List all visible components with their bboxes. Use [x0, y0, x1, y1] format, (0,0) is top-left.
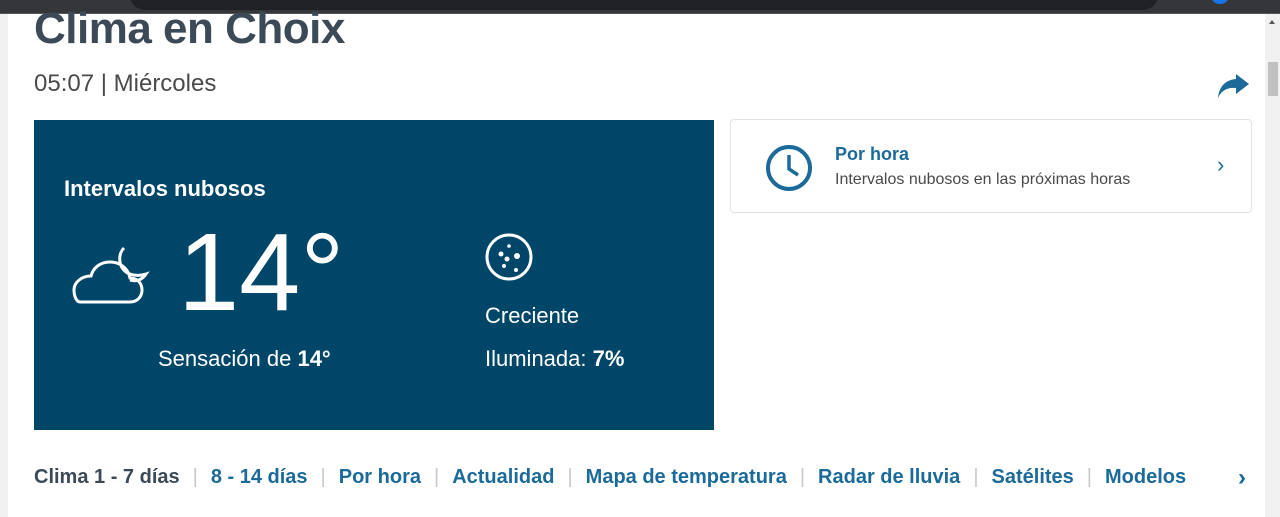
nav-separator: | [434, 466, 440, 488]
chevron-right-icon: › [1217, 152, 1225, 177]
cloud-moon-icon [72, 246, 150, 304]
nav-item[interactable]: Radar de lluvia [818, 466, 961, 488]
nav-separator: | [799, 466, 806, 488]
temperature: 14° [178, 211, 345, 334]
current-weather-card: Intervalos nubosos 14° Sensación de 14° … [34, 120, 714, 430]
moon-phase-icon [485, 233, 533, 281]
nav-separator: | [973, 466, 979, 488]
nav-item[interactable]: Por hora [338, 466, 421, 488]
nav-next-chevron-icon[interactable]: › [1238, 464, 1246, 491]
hourly-title: Por hora [835, 144, 910, 164]
page: Clima en Choix 05:07 | Miércoles Interva… [8, 4, 1265, 517]
section-nav: Clima 1 - 7 días | 8 - 14 días | Por hora | Ac… [34, 466, 1186, 489]
clock-icon [766, 145, 812, 191]
illum-value: 7% [592, 346, 625, 371]
time: 05:07 [34, 70, 95, 97]
separator: | [100, 70, 107, 97]
address-bar[interactable] [130, 0, 1158, 10]
illum-label: Iluminada: [485, 346, 587, 371]
date-line: 05:07 | Miércoles [34, 70, 216, 98]
nav-separator: | [320, 466, 326, 488]
hourly-link-card[interactable]: Por hora Intervalos nubosos en las próxi… [730, 119, 1252, 213]
page-title: Clima en Choix [34, 4, 345, 53]
share-icon[interactable] [1216, 72, 1250, 100]
weekday: Miércoles [113, 70, 217, 97]
hourly-subtitle: Intervalos nubosos en las próximas horas [835, 171, 1131, 188]
nav-separator: | [192, 466, 198, 488]
condition: Intervalos nubosos [64, 176, 266, 201]
nav-item[interactable]: Modelos [1104, 466, 1187, 488]
nav-item[interactable]: Actualidad [452, 466, 555, 488]
moon-phase: Creciente [485, 303, 580, 328]
moon-illumination: Iluminada: 7% [485, 346, 624, 372]
feels-value: 14° [297, 346, 331, 371]
nav-item[interactable]: 8 - 14 días [210, 466, 308, 488]
feels-like: Sensación de 14° [158, 346, 331, 372]
nav-separator: | [567, 466, 573, 488]
profile-icon[interactable] [1212, 0, 1228, 4]
nav-separator: | [1086, 466, 1092, 488]
nav-item[interactable]: Satélites [991, 466, 1074, 488]
nav-item[interactable]: Mapa de temperatura [585, 466, 787, 488]
scroll-up-arrow-icon[interactable] [1269, 20, 1275, 24]
nav-item[interactable]: Clima 1 - 7 días [34, 466, 180, 488]
feels-label: Sensación de [158, 346, 292, 371]
browser-toolbar [0, 0, 1280, 14]
scrollbar[interactable] [1265, 14, 1280, 517]
scrollbar-thumb[interactable] [1268, 62, 1278, 96]
